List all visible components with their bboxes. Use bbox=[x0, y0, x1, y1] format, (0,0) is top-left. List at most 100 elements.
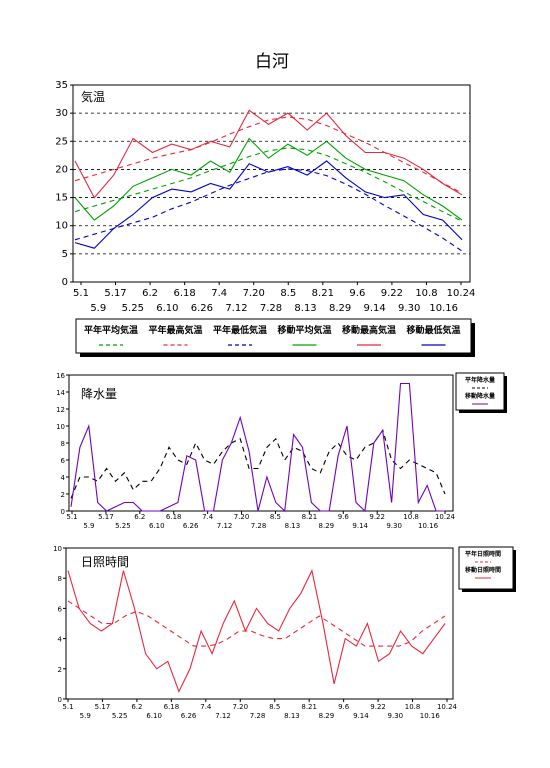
sunshine-x-tick-label: 9.14 bbox=[353, 712, 369, 720]
temperature-y-tick-label: 5 bbox=[62, 249, 68, 260]
temperature-series-line-2 bbox=[74, 116, 463, 194]
sunshine-x-tick-label: 5.25 bbox=[112, 712, 128, 720]
temperature-legend-label: 移動平均気温 bbox=[277, 324, 331, 336]
precipitation-x-tick-label: 8.21 bbox=[302, 513, 318, 521]
precipitation-legend-label: 移動降水量 bbox=[465, 392, 495, 400]
sunshine-x-tick-label: 10.16 bbox=[420, 712, 441, 720]
precipitation-x-tick-label: 7.28 bbox=[251, 522, 267, 530]
sunshine-x-tick-label: 7.12 bbox=[215, 712, 231, 720]
sunshine-legend-label: 移動日照時間 bbox=[465, 566, 501, 574]
precipitation-x-tick-label: 6.26 bbox=[183, 522, 199, 530]
sunshine-x-tick-label: 5.1 bbox=[62, 703, 73, 711]
precipitation-x-tick-label: 5.17 bbox=[98, 513, 114, 521]
sunshine-x-tick-label: 5.9 bbox=[80, 712, 91, 720]
sunshine-x-tick-label: 10.8 bbox=[405, 703, 421, 711]
temperature-x-tick-label: 10.8 bbox=[415, 288, 437, 299]
temperature-x-tick-label: 9.6 bbox=[349, 288, 365, 299]
precipitation-series-line-1 bbox=[70, 429, 446, 499]
sunshine-legend-label: 平年日照時間 bbox=[465, 550, 501, 558]
precipitation-series-line-2 bbox=[70, 382, 445, 513]
precipitation-plot-frame bbox=[68, 374, 454, 512]
precipitation-x-tick-label: 5.1 bbox=[66, 513, 77, 521]
temperature-x-tick-label: 6.10 bbox=[156, 303, 178, 314]
sunshine-x-tick-label: 7.4 bbox=[200, 703, 212, 711]
precipitation-x-tick-label: 10.16 bbox=[418, 522, 439, 530]
temperature-x-tick-label: 8.21 bbox=[312, 288, 334, 299]
precipitation-x-tick-label: 10.24 bbox=[435, 513, 456, 521]
temperature-legend-label: 平年最低気温 bbox=[213, 324, 267, 336]
precipitation-x-tick-label: 8.5 bbox=[270, 513, 281, 521]
temperature-x-tick-label: 6.18 bbox=[174, 288, 196, 299]
sunshine-x-tick-label: 9.30 bbox=[388, 712, 404, 720]
precipitation-x-tick-label: 9.6 bbox=[338, 513, 350, 521]
precipitation-x-tick-label: 9.30 bbox=[386, 522, 402, 530]
precipitation-y-tick-label: 14 bbox=[56, 389, 65, 397]
precipitation-x-tick-label: 7.12 bbox=[217, 522, 233, 530]
precipitation-x-tick-label: 5.9 bbox=[83, 522, 94, 530]
precipitation-x-tick-label: 6.2 bbox=[134, 513, 145, 521]
page-title: 白河 bbox=[255, 52, 289, 72]
precipitation-x-tick-label: 7.4 bbox=[202, 513, 214, 521]
temperature-x-tick-label: 8.13 bbox=[294, 303, 316, 314]
temperature-series-line-3 bbox=[74, 168, 463, 252]
temperature-x-tick-label: 8.5 bbox=[280, 288, 296, 299]
precipitation-y-tick-label: 2 bbox=[61, 491, 65, 499]
temperature-x-tick-label: 7.12 bbox=[225, 303, 247, 314]
temperature-y-tick-label: 35 bbox=[55, 80, 68, 91]
temperature-y-tick-label: 10 bbox=[55, 221, 68, 232]
sunshine-series-line-2 bbox=[67, 568, 446, 693]
sunshine-chart-title: 日照時間 bbox=[81, 555, 129, 569]
sunshine-x-tick-label: 8.21 bbox=[301, 703, 317, 711]
sunshine-legend-box bbox=[458, 546, 514, 590]
precipitation-y-tick-label: 6 bbox=[61, 457, 66, 465]
temperature-series-line-6 bbox=[74, 160, 463, 249]
sunshine-y-tick-label: 8 bbox=[58, 575, 62, 583]
sunshine-y-tick-label: 2 bbox=[58, 666, 62, 674]
temperature-legend-label: 移動最高気温 bbox=[342, 324, 396, 336]
precipitation-x-tick-label: 9.22 bbox=[369, 513, 385, 521]
precipitation-y-tick-label: 0 bbox=[61, 508, 65, 516]
sunshine-x-tick-label: 8.29 bbox=[319, 712, 335, 720]
precipitation-x-tick-label: 10.8 bbox=[403, 513, 419, 521]
temperature-y-tick-label: 25 bbox=[55, 136, 68, 147]
sunshine-x-tick-label: 7.20 bbox=[232, 703, 248, 711]
sunshine-y-tick-label: 0 bbox=[58, 696, 62, 704]
sunshine-plot-frame bbox=[65, 547, 454, 700]
temperature-x-tick-label: 8.29 bbox=[329, 303, 351, 314]
temperature-x-tick-label: 9.14 bbox=[364, 303, 386, 314]
temperature-x-tick-label: 9.30 bbox=[398, 303, 420, 314]
sunshine-x-tick-label: 6.2 bbox=[131, 703, 142, 711]
temperature-legend-box bbox=[75, 318, 472, 354]
temperature-x-tick-label: 6.26 bbox=[191, 303, 213, 314]
precipitation-x-tick-label: 5.25 bbox=[115, 522, 131, 530]
temperature-chart: 気温 0 5 10 15 20 25 30 35 5.1 5.17 6.2 6.18 7.4 7.20 8… bbox=[55, 80, 475, 314]
sunshine-y-tick-label: 6 bbox=[58, 605, 63, 613]
temperature-x-tick-label: 5.17 bbox=[104, 288, 126, 299]
precipitation-y-tick-label: 8 bbox=[61, 440, 65, 448]
temperature-x-tick-label: 5.25 bbox=[122, 303, 144, 314]
precipitation-y-tick-label: 10 bbox=[56, 423, 65, 431]
temperature-series-line-4 bbox=[74, 137, 463, 221]
temperature-x-tick-label: 10.16 bbox=[429, 303, 458, 314]
precipitation-x-tick-label: 8.13 bbox=[285, 522, 301, 530]
precipitation-y-tick-label: 4 bbox=[61, 474, 66, 482]
precipitation-x-tick-label: 7.20 bbox=[234, 513, 250, 521]
temperature-x-tick-label: 7.20 bbox=[243, 288, 265, 299]
temperature-plot-frame bbox=[72, 84, 471, 283]
sunshine-x-tick-label: 9.22 bbox=[370, 703, 386, 711]
temperature-x-tick-label: 5.9 bbox=[90, 303, 106, 314]
temperature-x-tick-label: 7.4 bbox=[211, 288, 227, 299]
temperature-legend: 平年平均気温 平年最高気温 平年最低気温 移動平均気温 移動最高気温 移動最低気温 bbox=[75, 318, 475, 357]
temperature-y-tick-label: 30 bbox=[55, 108, 68, 119]
precipitation-x-tick-label: 8.29 bbox=[319, 522, 335, 530]
precipitation-x-tick-label: 6.18 bbox=[166, 513, 182, 521]
temperature-x-tick-label: 9.22 bbox=[381, 288, 403, 299]
sunshine-y-tick-label: 10 bbox=[53, 545, 62, 553]
precipitation-x-tick-label: 9.14 bbox=[352, 522, 368, 530]
temperature-series-line-1 bbox=[74, 147, 463, 222]
temperature-series-line-5 bbox=[74, 109, 463, 199]
precipitation-chart: 降水量 0 2 4 6 8 10 12 14 16 5.1 5.17 6.2 6.18 7.4 7.20 8… bbox=[56, 372, 455, 530]
